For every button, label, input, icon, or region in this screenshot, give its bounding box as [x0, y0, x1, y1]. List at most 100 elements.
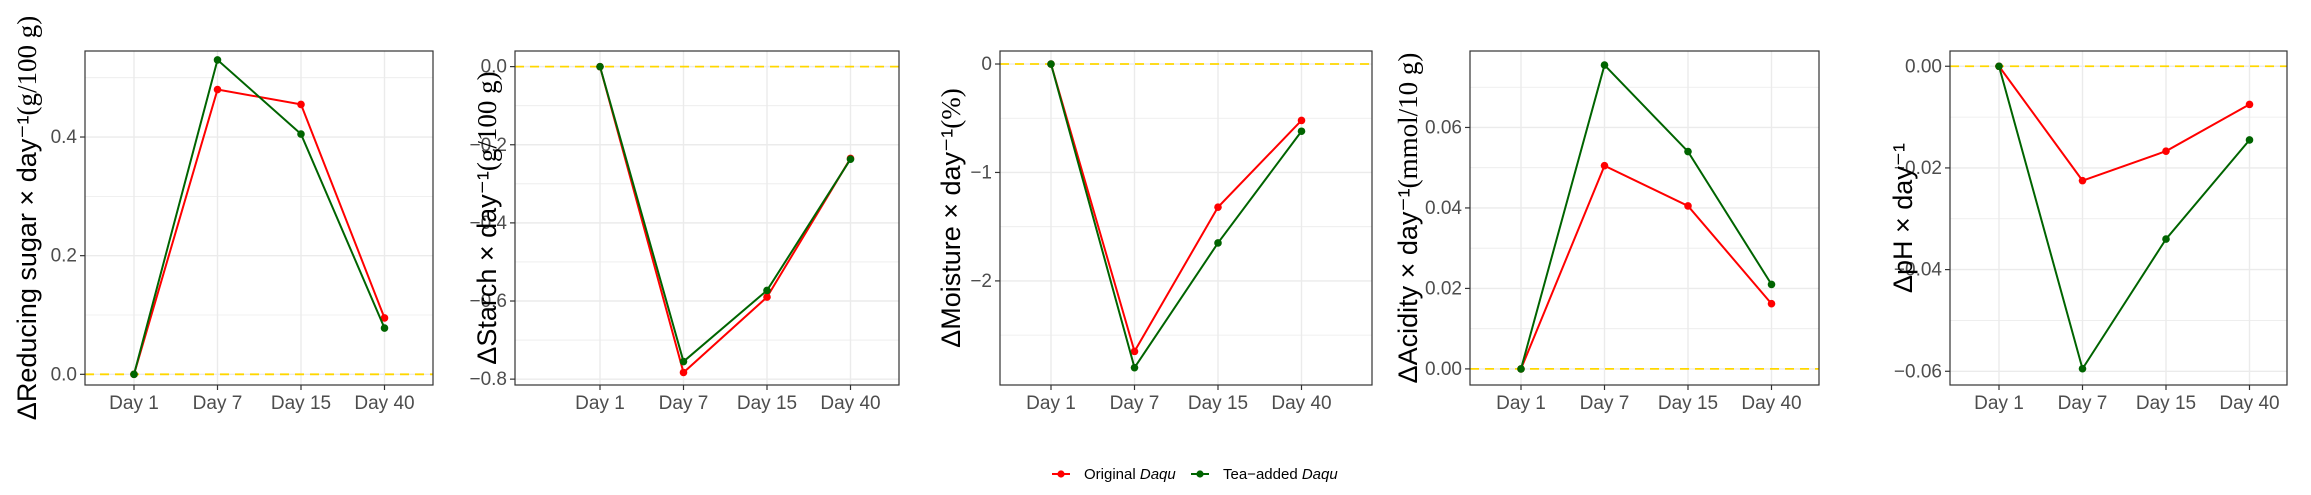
data-point-tea-added	[380, 324, 389, 332]
y-tick-label: 0.0	[51, 364, 77, 385]
x-tick-label: Day 40	[1271, 393, 1331, 414]
y-tick-label: 0.4	[51, 127, 78, 148]
data-point-tea-added	[846, 155, 855, 164]
x-tick-label: Day 1	[575, 393, 625, 414]
panel-background	[1950, 51, 2287, 385]
y-axis-title: ΔReducing sugar × day⁻¹(g/100 g)	[12, 16, 42, 420]
data-point-tea-added	[679, 357, 688, 366]
x-tick-label: Day 40	[354, 393, 414, 414]
x-tick-label: Day 40	[1741, 393, 1801, 414]
y-axis-title: ΔStarch × day⁻¹(g/100 g)	[472, 71, 502, 364]
data-point-tea-added	[1297, 127, 1306, 136]
y-tick-label: 0.00	[1425, 359, 1462, 380]
panel-background	[85, 51, 433, 385]
data-point-tea-added	[2245, 136, 2254, 144]
series-line-tea-added	[1050, 63, 1303, 371]
y-tick-label: 0	[981, 54, 992, 75]
panel-border	[1949, 50, 2288, 386]
legend-key-original-point	[1057, 470, 1065, 478]
series-line-original	[1050, 63, 1303, 354]
data-point-tea-added	[1517, 365, 1525, 373]
y-tick-label: −0.2	[469, 135, 507, 156]
x-tick-label: Day 15	[1188, 393, 1248, 414]
x-tick-label: Day 7	[1110, 393, 1160, 414]
data-point-tea-added	[596, 62, 604, 71]
y-tick-label: −1	[970, 162, 992, 183]
data-point-tea-added	[130, 370, 138, 379]
data-point-tea-added	[1130, 363, 1139, 372]
data-point-original	[2245, 100, 2254, 109]
series-line-original	[1520, 164, 1773, 370]
chart-panel-3: 0 −1 −2 Day 1 Day 7 Day 15 Day 40 ΔMoisture × d…	[936, 50, 1373, 414]
data-point-tea-added	[1600, 61, 1609, 69]
data-point-original	[297, 100, 305, 109]
panel-background	[515, 51, 899, 385]
y-axis-title: ΔpH × day⁻¹	[1888, 143, 1918, 293]
x-tick-label: Day 15	[737, 393, 797, 414]
legend-label-tea-added: Tea−added Daqu	[1223, 466, 1338, 483]
panel-border	[514, 50, 900, 386]
y-tick-label: −0.02	[1894, 158, 1942, 179]
chart-panel-1: 0.0 0.2 0.4 Day 1 Day 7 Day 15 Day 40 ΔReducing…	[12, 16, 434, 420]
x-tick-label: Day 1	[1026, 393, 1076, 414]
data-point-original	[1767, 299, 1776, 308]
x-tick-label: Day 40	[820, 393, 880, 414]
series-line-tea-added	[599, 66, 852, 364]
data-point-original	[1684, 202, 1692, 210]
y-tick-label: −2	[970, 271, 992, 292]
x-tick-label: Day 7	[193, 393, 243, 414]
panel-background	[1470, 51, 1819, 385]
x-tick-label: Day 7	[659, 393, 709, 414]
data-point-original	[763, 293, 771, 301]
data-point-original	[1130, 347, 1139, 356]
data-point-tea-added	[1047, 60, 1055, 68]
data-point-tea-added	[1214, 239, 1222, 247]
legend-item-tea-added: Tea−added Daqu	[1191, 466, 1338, 483]
data-point-tea-added	[763, 286, 771, 295]
series-line-tea-added	[1520, 63, 1773, 370]
data-point-original	[1600, 161, 1609, 170]
y-axis-title: ΔAcidity × day⁻¹(mmol/10 g)	[1393, 53, 1423, 384]
y-tick-label: −0.04	[1894, 260, 1943, 281]
data-point-original	[213, 85, 222, 94]
x-tick-label: Day 15	[1658, 393, 1718, 414]
x-tick-label: Day 1	[109, 393, 159, 414]
x-tick-label: Day 1	[1496, 393, 1546, 414]
data-point-original	[380, 314, 389, 322]
data-point-original	[1297, 116, 1306, 125]
y-tick-label: −0.4	[469, 213, 507, 234]
y-tick-label: 0.06	[1425, 117, 1462, 138]
data-point-tea-added	[213, 56, 222, 64]
y-tick-label: −0.6	[469, 291, 507, 312]
y-tick-label: 0.00	[1905, 56, 1942, 77]
data-point-tea-added	[2078, 364, 2087, 373]
data-point-tea-added	[1995, 62, 2003, 71]
legend-key-tea-added-point	[1196, 470, 1204, 478]
data-point-tea-added	[1684, 147, 1692, 156]
data-point-tea-added	[1767, 280, 1776, 289]
y-axis-title: ΔMoisture × day⁻¹(%)	[936, 88, 966, 348]
chart-panel-4: 0.00 0.02 0.04 0.06 Day 1 Day 7 Day 15 Day 40 ΔA…	[1393, 50, 1820, 414]
panel-border	[1469, 50, 1820, 386]
chart-panel-2: 0.0 −0.2 −0.4 −0.6 −0.8 Day 1 Day 7 Day 15 Day 4…	[469, 50, 900, 414]
x-tick-label: Day 40	[2219, 393, 2279, 414]
x-tick-label: Day 7	[1580, 393, 1630, 414]
data-point-original	[679, 368, 688, 377]
data-point-tea-added	[2162, 235, 2170, 243]
legend-item-original: Original Daqu	[1052, 466, 1176, 483]
panel-border	[84, 50, 434, 386]
data-point-original	[2162, 147, 2170, 155]
y-tick-label: 0.04	[1425, 198, 1462, 219]
series-line-tea-added	[133, 58, 386, 375]
x-tick-label: Day 15	[2136, 393, 2196, 414]
series-line-tea-added	[1998, 65, 2251, 372]
chart-panel-5: 0.00 −0.02 −0.04 −0.06 Day 1 Day 7 Day 15 Day 4…	[1888, 50, 2288, 414]
panel-border	[999, 50, 1373, 386]
y-tick-label: −0.8	[469, 369, 507, 390]
x-tick-label: Day 7	[2058, 393, 2108, 414]
legend: Original Daqu Tea−added Daqu	[1052, 466, 1338, 483]
data-point-original	[1214, 203, 1222, 211]
y-tick-label: −0.06	[1894, 361, 1942, 382]
data-point-original	[2078, 176, 2087, 185]
